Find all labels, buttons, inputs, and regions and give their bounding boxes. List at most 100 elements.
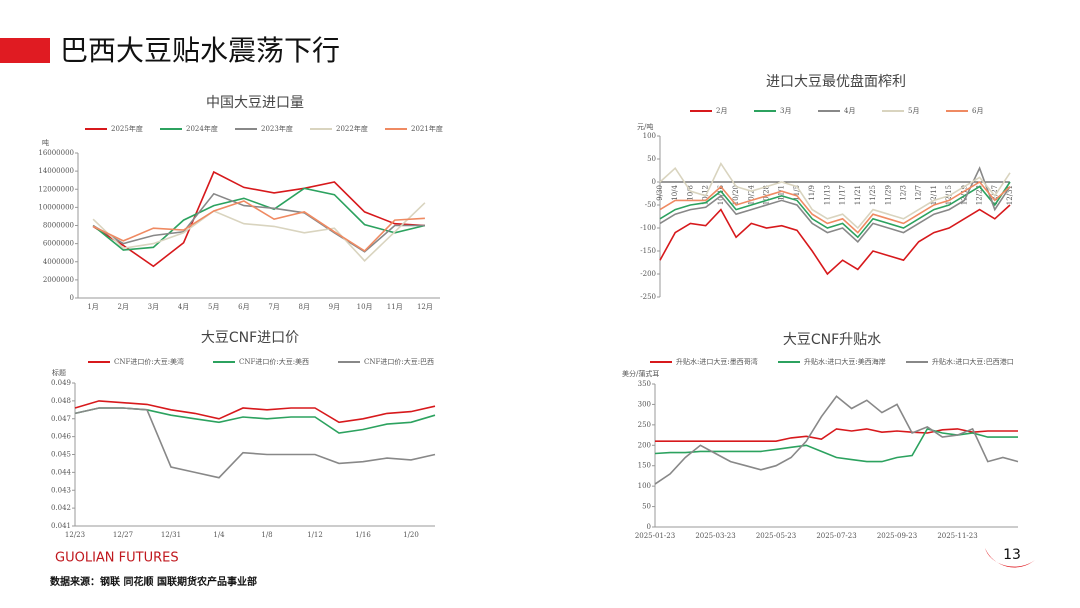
y-tick-label: 8000000 <box>43 222 74 230</box>
legend-label: CNF进口价:大豆:美西 <box>239 357 309 366</box>
x-tick-label: 6月 <box>238 303 249 311</box>
y-tick-label: 0.049 <box>51 379 71 387</box>
x-tick-label: 12/23 <box>976 185 984 205</box>
series-line <box>654 427 1018 463</box>
x-tick-label: 4月 <box>178 303 189 311</box>
series-line <box>92 200 425 252</box>
series-line <box>74 400 436 424</box>
page-number: 13 <box>1003 547 1021 563</box>
x-tick-label: 3月 <box>148 303 159 311</box>
y-tick-label: 150 <box>638 462 651 470</box>
x-tick-label: 9/30 <box>656 185 664 201</box>
series-line <box>654 395 1019 485</box>
y-axis-label: 吨 <box>42 138 49 147</box>
y-tick-label: 100 <box>643 132 656 140</box>
x-tick-label: 1/16 <box>355 531 371 539</box>
series-line <box>92 170 425 268</box>
legend-label: 2021年度 <box>411 124 443 133</box>
x-tick-label: 12/31 <box>161 531 181 539</box>
legend-label: 升贴水:进口大豆:墨西哥湾 <box>676 357 758 366</box>
legend-label: 2024年度 <box>186 124 218 133</box>
series-line <box>659 181 1011 239</box>
x-tick-label: 2025-05-23 <box>756 532 796 540</box>
y-tick-label: -200 <box>640 270 656 278</box>
y-tick-label: 16000000 <box>38 149 74 157</box>
legend-label: 升贴水:进口大豆:巴西港口 <box>932 357 1014 366</box>
legend-label: CNF进口价:大豆:巴西 <box>364 357 434 366</box>
y-tick-label: 0.047 <box>51 415 71 423</box>
y-tick-label: 0 <box>70 294 74 302</box>
x-tick-label: 12/27 <box>113 531 133 539</box>
series-line <box>655 428 1018 442</box>
series-line <box>659 166 1011 243</box>
series-line <box>74 407 436 434</box>
y-tick-label: 6000000 <box>43 240 74 248</box>
x-tick-label: 11/21 <box>854 185 862 205</box>
legend-label: 3月 <box>780 107 791 115</box>
x-tick-label: 12/11 <box>930 185 938 205</box>
legend-label: 5月 <box>908 107 919 115</box>
page-decoration <box>985 548 1035 568</box>
series-line <box>659 180 1011 234</box>
x-tick-label: 1/4 <box>213 531 225 539</box>
y-tick-label: 100 <box>638 482 651 490</box>
legend-label: 升贴水:进口大豆:美西海岸 <box>804 357 886 366</box>
chart-title: 大豆CNF升贴水 <box>783 332 881 348</box>
y-tick-label: 4000000 <box>43 258 74 266</box>
x-tick-label: 12月 <box>417 303 433 311</box>
chart-title: 进口大豆最优盘面榨利 <box>766 73 906 90</box>
x-tick-label: 1月 <box>87 303 98 311</box>
y-tick-label: 14000000 <box>38 167 74 175</box>
x-tick-label: 10/4 <box>671 184 679 200</box>
y-tick-label: 0.043 <box>51 486 71 494</box>
x-tick-label: 1/12 <box>307 531 323 539</box>
legend-label: 2月 <box>716 107 727 115</box>
series-line <box>659 161 1011 230</box>
title-bar <box>0 38 50 63</box>
y-tick-label: 50 <box>647 155 656 163</box>
x-tick-label: 1/8 <box>261 531 272 539</box>
y-axis-label: 标题 <box>52 368 66 377</box>
y-tick-label: 0.048 <box>51 397 71 405</box>
legend-label: 2023年度 <box>261 124 293 133</box>
x-tick-label: 2025-07-23 <box>816 532 856 540</box>
y-tick-label: 2000000 <box>43 276 74 284</box>
y-tick-label: 10000000 <box>38 203 74 211</box>
x-tick-label: 10/20 <box>732 185 740 205</box>
y-tick-label: 350 <box>638 380 651 388</box>
legend-label: 2025年度 <box>111 124 143 133</box>
x-tick-label: 11/1 <box>778 185 786 201</box>
x-tick-label: 2025-11-23 <box>937 532 977 540</box>
y-tick-label: 0.044 <box>51 468 72 476</box>
chart-title: 中国大豆进口量 <box>206 95 304 111</box>
legend-label: 6月 <box>972 107 983 115</box>
x-tick-label: 2025-03-23 <box>695 532 735 540</box>
y-tick-label: 200 <box>638 441 651 449</box>
y-tick-label: -50 <box>645 201 656 209</box>
x-tick-label: 12/23 <box>65 531 85 539</box>
x-tick-label: 5月 <box>208 303 219 311</box>
x-tick-label: 11/9 <box>808 185 816 201</box>
x-tick-label: 11/5 <box>793 185 801 201</box>
y-tick-label: 0 <box>652 178 656 186</box>
series-line <box>659 204 1011 276</box>
x-tick-label: 1/20 <box>403 531 419 539</box>
y-tick-label: -150 <box>640 247 656 255</box>
y-tick-label: 50 <box>642 503 651 511</box>
y-tick-label: 12000000 <box>38 185 74 193</box>
x-tick-label: 12/3 <box>899 185 907 201</box>
y-tick-label: 0.045 <box>51 451 71 459</box>
y-tick-label: -100 <box>640 224 656 232</box>
y-tick-label: 300 <box>638 400 651 408</box>
x-tick-label: 10/8 <box>686 185 694 201</box>
x-tick-label: 8月 <box>299 303 310 311</box>
series-line <box>92 192 425 253</box>
brand: GUOLIAN FUTURES <box>55 551 179 566</box>
x-tick-label: 2025-09-23 <box>877 532 917 540</box>
x-tick-label: 2月 <box>118 303 129 311</box>
x-tick-label: 11/13 <box>823 185 831 205</box>
y-axis-label: 元/吨 <box>637 122 653 131</box>
x-tick-label: 2025-01-23 <box>635 532 675 540</box>
x-tick-label: 11/17 <box>839 185 847 205</box>
